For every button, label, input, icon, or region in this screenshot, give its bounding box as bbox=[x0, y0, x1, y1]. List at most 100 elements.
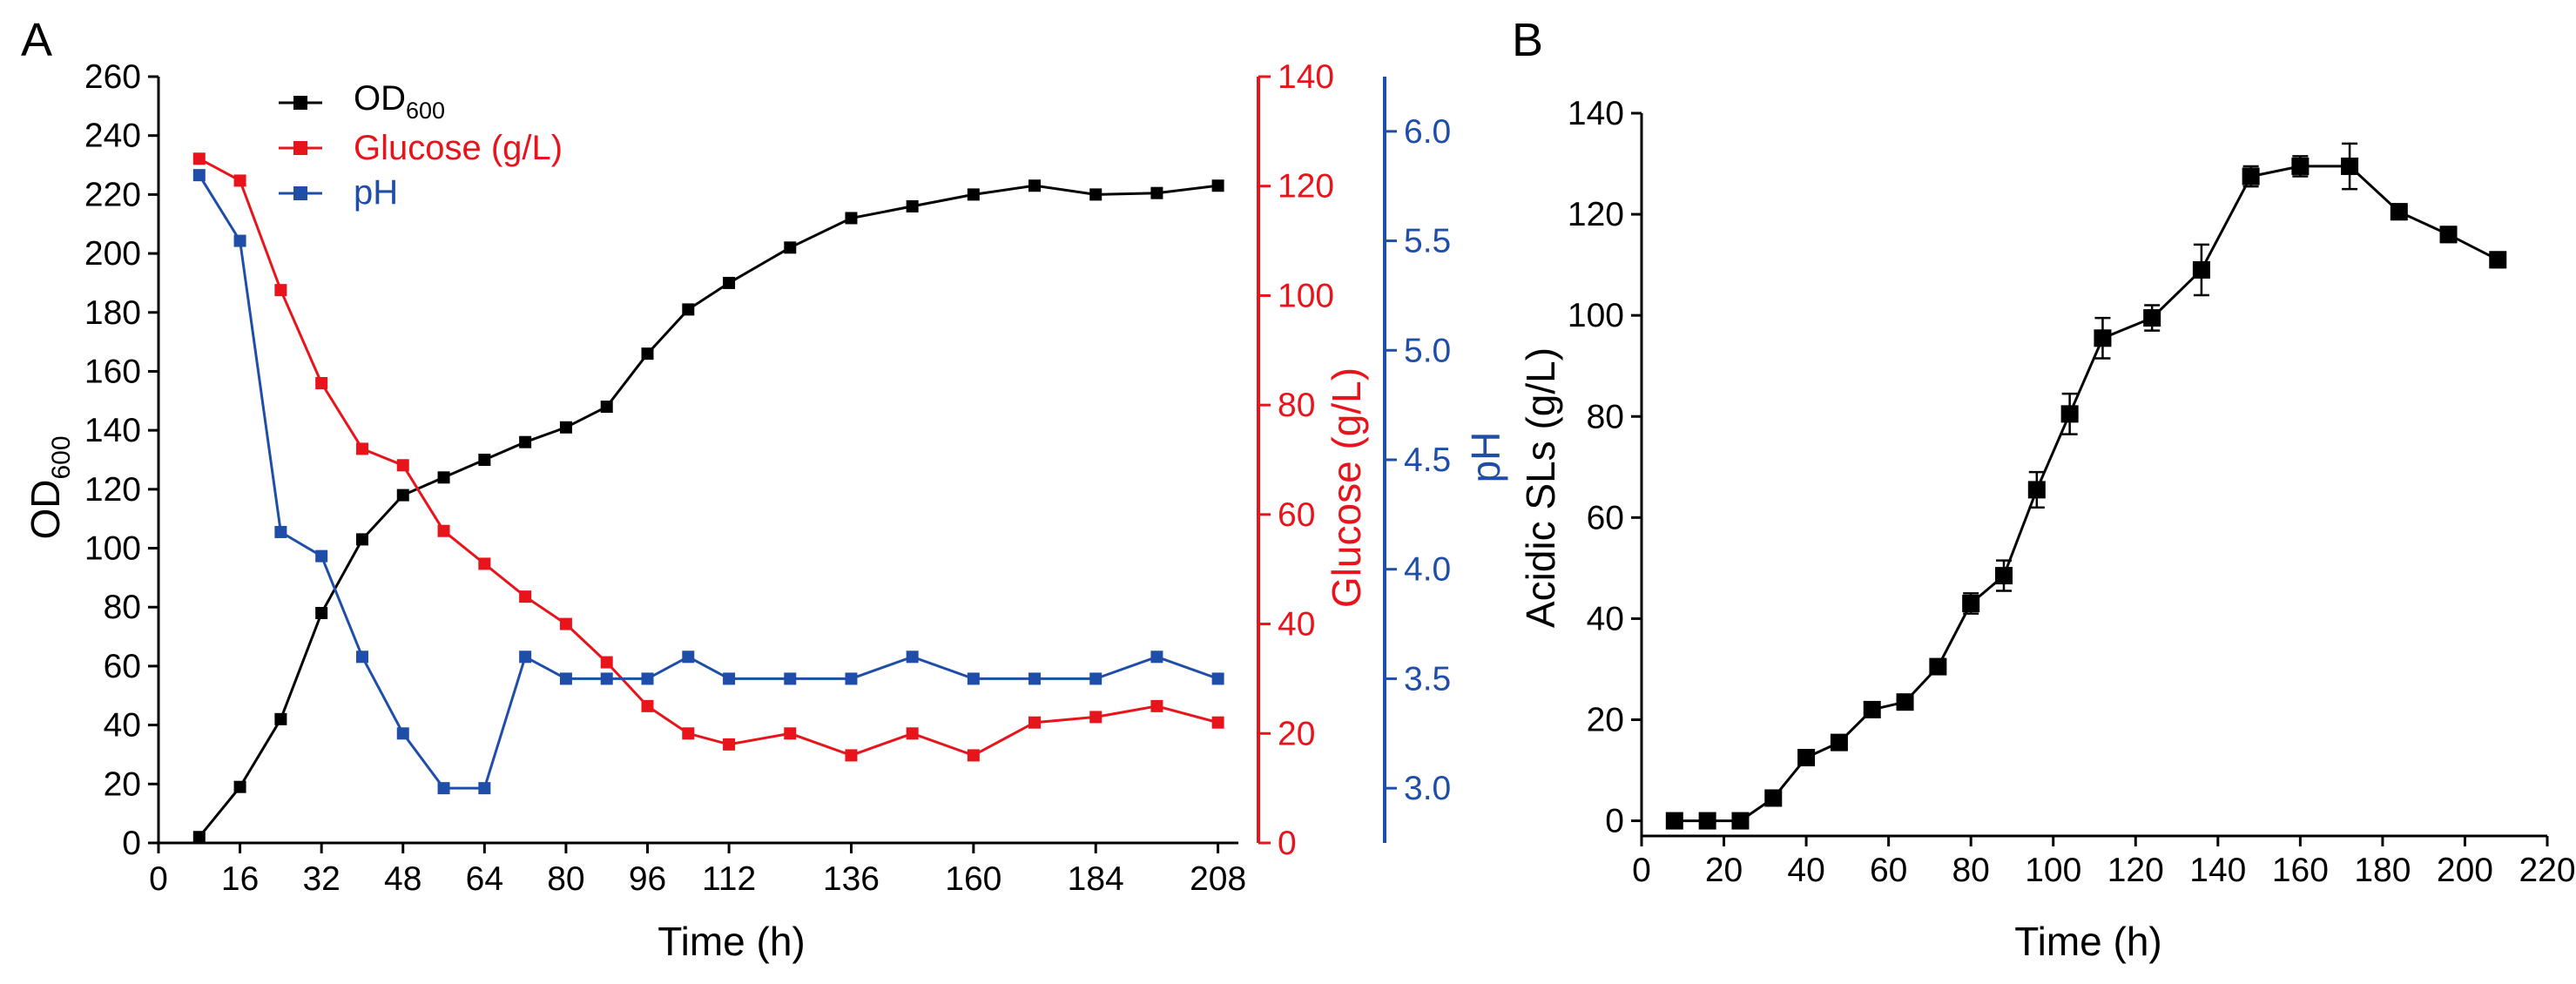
a-point-ph bbox=[600, 672, 613, 685]
a-point-glucose bbox=[233, 174, 246, 187]
a-x-tick-label: 208 bbox=[1190, 860, 1246, 898]
b-y-tick-label: 60 bbox=[1587, 499, 1624, 536]
panel-a-series bbox=[192, 152, 1224, 844]
a-ph-tick-label: 5.5 bbox=[1404, 223, 1451, 260]
a-point-glucose bbox=[906, 727, 919, 740]
a-point-od600 bbox=[845, 212, 858, 225]
a-x-tick-label: 16 bbox=[221, 860, 259, 898]
legend-label-glucose: Glucose (g/L) bbox=[354, 129, 563, 167]
a-point-glucose bbox=[682, 727, 695, 740]
a-point-glucose bbox=[723, 738, 736, 751]
b-y-tick-label: 80 bbox=[1587, 398, 1624, 435]
a-point-od600 bbox=[906, 199, 919, 212]
b-point bbox=[1764, 789, 1783, 807]
b-x-tick-label: 200 bbox=[2437, 852, 2493, 889]
a-point-ph bbox=[682, 650, 695, 664]
a-point-od600 bbox=[784, 241, 797, 254]
a-glucose-tick-label: 140 bbox=[1278, 58, 1334, 96]
a-ph-tick-label: 6.0 bbox=[1404, 113, 1451, 151]
a-x-tick-label: 136 bbox=[823, 860, 880, 898]
panel-a-legend: OD600 Glucose (g/L) pH bbox=[279, 79, 563, 212]
b-x-tick-label: 220 bbox=[2519, 852, 2575, 889]
b-x-tick-label: 160 bbox=[2272, 852, 2329, 889]
a-glucose-tick-label: 60 bbox=[1278, 496, 1315, 534]
panel-b-series bbox=[1665, 142, 2507, 830]
a-point-ph bbox=[437, 782, 450, 795]
a-point-ph bbox=[559, 672, 572, 685]
panel-b-axes: 0 20 40 60 80 100 120 140 160 180 200 220 0 20 40 60 80 1… bbox=[1568, 95, 2576, 889]
b-point bbox=[2192, 260, 2210, 279]
a-point-od600 bbox=[233, 780, 246, 793]
b-point bbox=[1731, 812, 1750, 830]
a-point-od600 bbox=[192, 831, 206, 844]
b-point bbox=[1665, 812, 1683, 830]
b-x-tick-label: 40 bbox=[1787, 852, 1824, 889]
a-point-ph bbox=[315, 549, 328, 563]
a-point-od600 bbox=[315, 607, 328, 619]
a-x-tick-label: 112 bbox=[702, 860, 756, 898]
a-point-od600 bbox=[967, 188, 980, 201]
a-point-od600 bbox=[600, 401, 613, 414]
b-point bbox=[2027, 481, 2046, 499]
a-glucose-tick-label: 120 bbox=[1278, 168, 1334, 206]
a-point-glucose bbox=[600, 656, 613, 669]
b-point bbox=[1995, 567, 2013, 585]
a-point-od600 bbox=[1211, 179, 1224, 192]
a-point-od600 bbox=[437, 471, 450, 484]
a-point-ph bbox=[233, 234, 246, 247]
b-y-tick-label: 140 bbox=[1568, 95, 1624, 132]
a-point-od600 bbox=[1028, 179, 1042, 192]
panel-a-letter: A bbox=[21, 14, 52, 66]
a-left-tick-label: 200 bbox=[84, 235, 141, 273]
a-left-tick-label: 240 bbox=[84, 118, 141, 155]
b-x-tick-label: 0 bbox=[1632, 852, 1651, 889]
b-x-tick-label: 180 bbox=[2354, 852, 2411, 889]
a-point-ph bbox=[274, 525, 287, 538]
b-point bbox=[2094, 329, 2112, 347]
a-point-od600 bbox=[396, 489, 409, 502]
a-glucose-tick-label: 20 bbox=[1278, 715, 1315, 752]
a-series-line-glucose bbox=[199, 157, 1218, 758]
legend-label-od600: OD600 bbox=[354, 79, 445, 124]
a-left-tick-label: 100 bbox=[84, 530, 141, 568]
a-point-glucose bbox=[192, 152, 206, 165]
panel-a-axes: 0 16 32 48 64 80 96 112 136 160 184 208020406080100… bbox=[84, 58, 1451, 898]
b-point bbox=[1830, 733, 1848, 751]
a-left-tick-label: 140 bbox=[84, 412, 141, 449]
a-point-glucose bbox=[315, 377, 328, 389]
a-point-glucose bbox=[437, 524, 450, 537]
a-ph-tick-label: 4.5 bbox=[1404, 441, 1451, 479]
b-point bbox=[2143, 309, 2161, 327]
a-point-glucose bbox=[559, 617, 572, 630]
b-point bbox=[2489, 251, 2507, 269]
a-point-ph bbox=[967, 672, 980, 685]
b-point bbox=[1863, 700, 1881, 718]
b-x-tick-label: 120 bbox=[2107, 852, 2164, 889]
b-point bbox=[2341, 157, 2359, 175]
a-point-ph bbox=[192, 169, 206, 182]
a-point-ph bbox=[1150, 650, 1163, 664]
a-point-ph bbox=[845, 672, 858, 685]
a-ph-tick-label: 3.0 bbox=[1404, 770, 1451, 807]
a-point-od600 bbox=[274, 712, 287, 725]
panel-a: A 0 16 32 48 64 80 96 112 136 160 184 2080204060801… bbox=[21, 14, 1508, 964]
b-y-tick-label: 20 bbox=[1587, 702, 1624, 739]
a-point-glucose bbox=[396, 459, 409, 472]
b-y-tick-label: 120 bbox=[1568, 196, 1624, 233]
panel-b-letter: B bbox=[1512, 14, 1543, 66]
a-ph-tick-label: 5.0 bbox=[1404, 332, 1451, 369]
a-point-od600 bbox=[1150, 186, 1163, 199]
b-x-tick-label: 80 bbox=[1952, 852, 1989, 889]
a-point-od600 bbox=[519, 435, 532, 448]
a-point-ph bbox=[723, 672, 736, 685]
a-left-tick-label: 180 bbox=[84, 294, 141, 332]
a-point-od600 bbox=[723, 276, 736, 289]
a-x-tick-label: 80 bbox=[547, 860, 584, 898]
a-x-tick-label: 160 bbox=[945, 860, 1001, 898]
b-point bbox=[2439, 226, 2458, 244]
a-point-od600 bbox=[559, 421, 572, 434]
panel-a-left-axis-title: OD600 bbox=[23, 435, 76, 539]
a-point-ph bbox=[355, 650, 368, 664]
a-point-glucose bbox=[1089, 711, 1103, 724]
